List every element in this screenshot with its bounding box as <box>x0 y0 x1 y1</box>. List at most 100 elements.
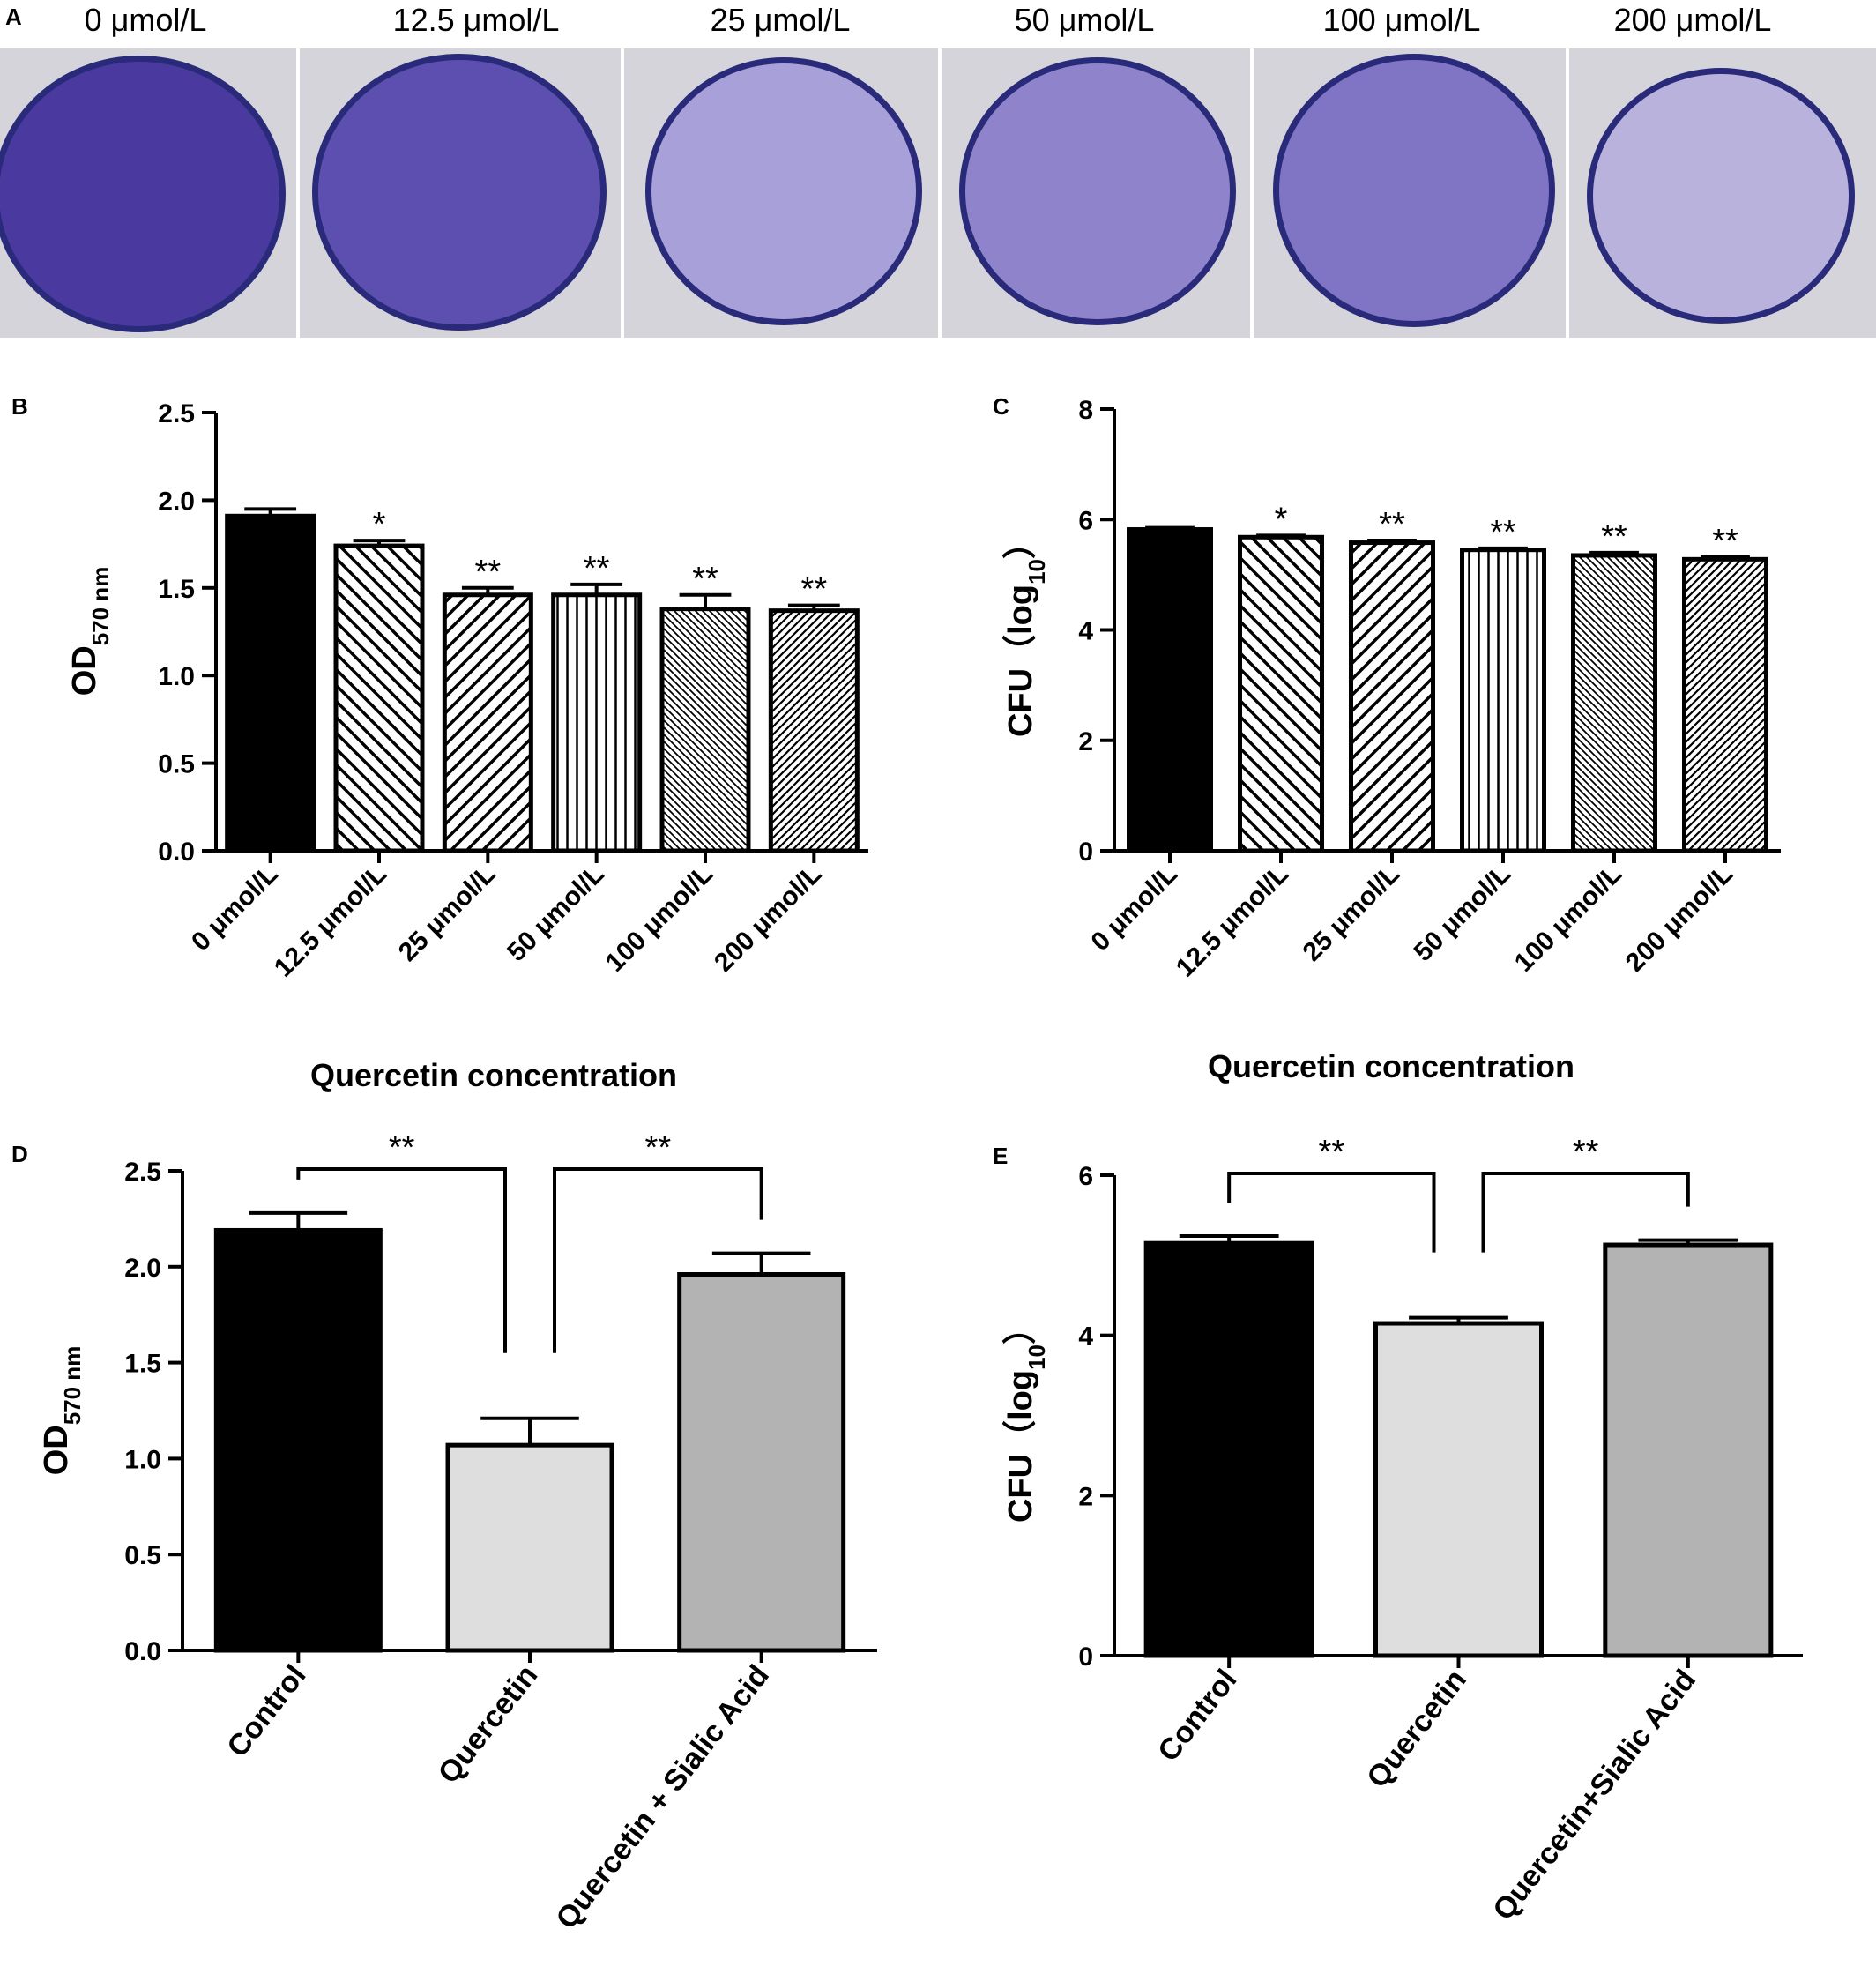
chart-e-bracket-label: ** <box>1573 1134 1599 1171</box>
chart-d-significance-bracket <box>296 1167 507 1353</box>
well-photo-0 <box>0 48 296 338</box>
chart-c-y-label-main: CFU（log <box>1002 585 1039 737</box>
chart-d-bracket-label: ** <box>389 1129 415 1166</box>
chart-b-y-tick-label: 0.0 <box>158 838 195 867</box>
chart-c-bar <box>1349 540 1435 853</box>
well-label-3: 50 μmol/L <box>1014 2 1155 38</box>
chart-b-y-tick-label: 1.0 <box>158 662 195 691</box>
chart-e-category-label: Quercetin <box>1360 1664 1473 1794</box>
chart-b-bar <box>333 543 425 853</box>
well-stain-4 <box>1273 54 1555 327</box>
panel-a-letter: A <box>5 4 22 30</box>
chart-c-category-label: 12.5 μmol/L <box>1171 860 1294 983</box>
well-photo-4 <box>1254 48 1566 338</box>
chart-b-bar <box>225 513 316 853</box>
chart-d-y-label: OD570 nm <box>38 1346 86 1476</box>
well-photo-row <box>0 48 1876 338</box>
chart-e-y-label-main: CFU（log <box>1002 1370 1039 1523</box>
chart-e-y-tick-label: 6 <box>1078 1162 1093 1191</box>
chart-b-panel-letter: B <box>11 393 28 420</box>
chart-b-significance-label: ** <box>584 550 610 587</box>
chart-c-category-label: 25 μmol/L <box>1298 860 1405 967</box>
chart-e-y-tick-label: 4 <box>1078 1322 1093 1352</box>
well-label-5: 200 μmol/L <box>1613 2 1772 38</box>
chart-b-y-tick-label: 2.0 <box>158 487 195 516</box>
chart-e-significance-bracket <box>1481 1172 1690 1253</box>
well-photo-3 <box>942 48 1250 338</box>
chart-b-significance-label: ** <box>801 571 828 608</box>
chart-b-significance-label: * <box>373 506 386 543</box>
chart-c-category-label: 200 μmol/L <box>1620 860 1738 978</box>
chart-c-y-tick-label: 8 <box>1078 396 1093 425</box>
chart-e-panel-letter: E <box>993 1143 1008 1169</box>
chart-b-significance-label: ** <box>692 561 718 598</box>
chart-e-bar <box>1603 1242 1774 1658</box>
chart-e-y-label-end: ） <box>1002 1311 1039 1345</box>
chart-d-significance-bracket <box>553 1167 763 1353</box>
chart-d-y-label-sub: 570 nm <box>59 1346 86 1426</box>
chart-d-bracket-label: ** <box>645 1129 672 1166</box>
chart-c-bar <box>1571 553 1657 853</box>
chart-d-bar <box>677 1272 846 1653</box>
chart-b-y-label: OD570 nm <box>66 567 114 696</box>
chart-b-bar <box>768 608 860 853</box>
chart-c-x-label: Quercetin concentration <box>1208 1048 1574 1084</box>
chart-d-y-label-main: OD <box>38 1425 75 1475</box>
chart-b-bar <box>551 592 643 853</box>
chart-e-category-label: Control <box>1151 1664 1243 1769</box>
chart-e-y-tick-label: 0 <box>1078 1643 1093 1672</box>
well-stain-3 <box>959 57 1236 325</box>
chart-c-y-tick-label: 4 <box>1078 617 1093 646</box>
well-stain-1 <box>312 54 607 331</box>
chart-c-y-label: CFU（log10） <box>1002 525 1050 737</box>
chart-d-y-tick-label: 2.0 <box>124 1254 161 1283</box>
chart-b-category-label: 50 μmol/L <box>502 860 609 967</box>
chart-c-y-tick-label: 0 <box>1078 838 1093 867</box>
chart-d-panel-letter: D <box>11 1141 28 1167</box>
chart-c-y-tick-label: 6 <box>1078 506 1093 535</box>
chart-b-y-tick-label: 0.5 <box>158 750 195 779</box>
chart-c-significance-label: ** <box>1490 514 1516 551</box>
chart-d-bar <box>213 1227 383 1653</box>
chart-c-bar <box>1460 548 1546 853</box>
chart-d-category-label: Quercetin + Sialic Acid <box>549 1659 776 1936</box>
well-stain-5 <box>1587 68 1855 324</box>
chart-d-y-tick-label: 1.0 <box>124 1445 161 1474</box>
chart-d-y-tick-label: 2.5 <box>124 1158 161 1187</box>
chart-b-category-label: 200 μmol/L <box>709 860 827 978</box>
chart-b-category-label: 25 μmol/L <box>393 860 501 967</box>
chart-e-category-label: Quercetin+Sialic Acid <box>1486 1664 1702 1927</box>
chart-c-bar <box>1238 534 1324 853</box>
well-stain-0 <box>0 56 286 332</box>
chart-b-significance-label: ** <box>475 554 502 591</box>
chart-e-y-tick-label: 2 <box>1078 1482 1093 1511</box>
chart-c-significance-label: ** <box>1601 518 1627 555</box>
chart-b-bar <box>659 607 751 853</box>
chart-d-category-label: Quercetin <box>432 1659 545 1790</box>
chart-e-bracket-label: ** <box>1319 1134 1345 1171</box>
chart-e-y-label: CFU（log10） <box>1002 1311 1050 1523</box>
chart-c-bar <box>1682 556 1768 853</box>
well-label-2: 25 μmol/L <box>710 2 851 38</box>
well-label-1: 12.5 μmol/L <box>392 2 560 38</box>
chart-b-category-label: 100 μmol/L <box>600 860 718 978</box>
well-photo-1 <box>300 48 621 338</box>
chart-b-bar <box>442 592 533 853</box>
chart-c-significance-label: ** <box>1379 506 1405 543</box>
chart-b-y-label-sub: 570 nm <box>87 567 114 646</box>
chart-d-y-tick-label: 0.0 <box>124 1637 161 1666</box>
chart-d-bar <box>445 1442 614 1653</box>
chart-b-y-label-main: OD <box>66 645 103 696</box>
chart-e-y-label-sub: 10 <box>1024 1345 1050 1370</box>
chart-e-significance-bracket <box>1227 1172 1436 1253</box>
chart-c-y-tick-label: 2 <box>1078 727 1093 756</box>
chart-c-panel-letter: C <box>993 393 1009 420</box>
chart-e-bar <box>1374 1321 1544 1658</box>
chart-b-category-label: 12.5 μmol/L <box>269 860 392 983</box>
chart-d-y-tick-label: 1.5 <box>124 1350 161 1379</box>
chart-c-significance-label: * <box>1275 501 1288 538</box>
chart-e-bar <box>1143 1240 1314 1658</box>
well-photo-2 <box>624 48 938 338</box>
well-photo-5 <box>1569 48 1876 338</box>
